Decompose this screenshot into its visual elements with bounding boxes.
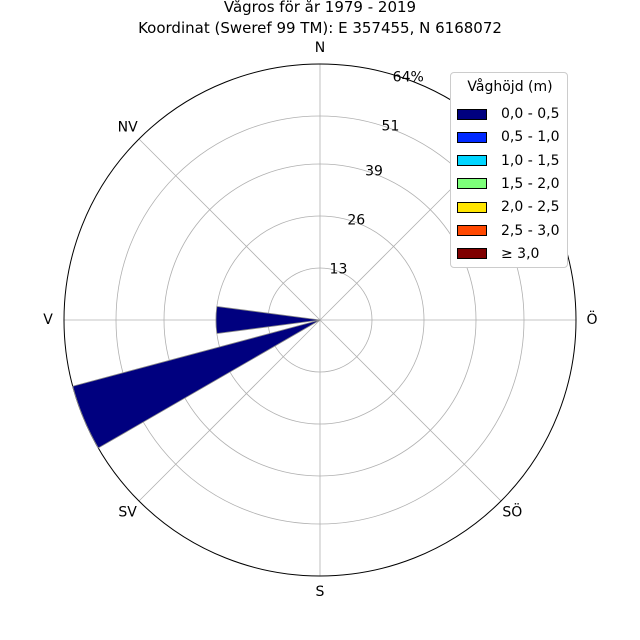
legend-label: ≥ 3,0 bbox=[501, 245, 540, 262]
legend-swatch bbox=[457, 248, 487, 260]
legend-swatch bbox=[457, 178, 487, 190]
legend-swatch bbox=[457, 131, 487, 143]
direction-label: N bbox=[315, 40, 325, 56]
grid-spoke bbox=[319, 319, 502, 502]
legend-swatch bbox=[457, 108, 487, 120]
legend-item: 2,5 - 3,0 bbox=[457, 222, 559, 240]
grid-spoke bbox=[138, 319, 321, 502]
sector-layer bbox=[72, 305, 321, 449]
rose-sector bbox=[72, 319, 321, 449]
radial-tick-label: 51 bbox=[382, 118, 400, 134]
grid-ring bbox=[163, 163, 477, 477]
legend-label: 2,0 - 2,5 bbox=[501, 199, 560, 216]
radial-tick-label: 39 bbox=[365, 164, 383, 180]
legend-label: 0,0 - 0,5 bbox=[501, 106, 560, 122]
legend-label: 1,0 - 1,5 bbox=[501, 152, 560, 169]
legend-swatch bbox=[457, 201, 487, 213]
legend-item: ≥ 3,0 bbox=[457, 245, 539, 263]
outer-frame bbox=[63, 63, 577, 577]
legend-swatch bbox=[457, 155, 487, 167]
direction-label: S bbox=[316, 584, 325, 600]
legend-item: 2,0 - 2,5 bbox=[457, 198, 559, 216]
direction-label: SV bbox=[118, 504, 137, 520]
legend: Våghöjd (m) 0,0 - 0,5 0,5 - 1,0 1,0 - 1,5 1… bbox=[450, 72, 568, 268]
direction-label: SÖ bbox=[502, 502, 522, 520]
legend-label: 2,5 - 3,0 bbox=[501, 222, 560, 239]
rose-sector bbox=[215, 305, 321, 335]
grid-ring bbox=[115, 115, 525, 525]
radial-tick-label: 26 bbox=[347, 212, 365, 228]
legend-swatch bbox=[457, 225, 487, 236]
direction-label: V bbox=[43, 312, 53, 328]
radial-tick-label: 64% bbox=[393, 70, 424, 86]
chart-title: Vågros för år 1979 - 2019 bbox=[223, 0, 417, 16]
legend-label: 1,5 - 2,0 bbox=[501, 175, 560, 192]
chart-subtitle: Koordinat (Sweref 99 TM): E 357455, N 61… bbox=[138, 19, 502, 37]
legend-item: 0,5 - 1,0 bbox=[457, 128, 559, 146]
grid-spoke bbox=[138, 138, 321, 321]
legend-item: 0,0 - 0,5 bbox=[457, 105, 559, 123]
radial-tick-label: 13 bbox=[330, 261, 348, 277]
legend-item: 1,0 - 1,5 bbox=[457, 152, 559, 170]
direction-label: Ö bbox=[586, 310, 597, 328]
legend-item: 1,5 - 2,0 bbox=[457, 175, 559, 193]
direction-label: NV bbox=[118, 120, 138, 136]
radial-tick-labels: 13 26 39 51 64% bbox=[330, 70, 424, 278]
legend-title: Våghöjd (m) bbox=[467, 79, 553, 95]
legend-label: 0,5 - 1,0 bbox=[501, 129, 560, 146]
